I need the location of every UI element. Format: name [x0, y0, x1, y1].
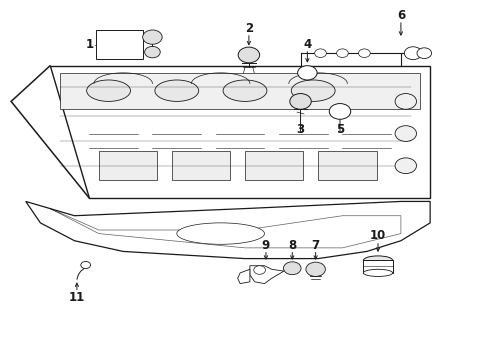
Ellipse shape	[291, 80, 335, 102]
Ellipse shape	[364, 269, 392, 276]
Text: 2: 2	[245, 22, 253, 35]
Ellipse shape	[223, 80, 267, 102]
Circle shape	[297, 66, 317, 80]
Circle shape	[238, 47, 260, 63]
Text: 5: 5	[336, 123, 344, 136]
Bar	[99, 152, 157, 180]
Text: 6: 6	[397, 9, 405, 22]
Ellipse shape	[155, 80, 199, 102]
FancyBboxPatch shape	[97, 30, 143, 59]
Ellipse shape	[177, 223, 265, 244]
Polygon shape	[238, 269, 250, 284]
Text: 3: 3	[296, 123, 305, 136]
Bar	[172, 152, 230, 180]
Circle shape	[145, 46, 160, 58]
Circle shape	[395, 94, 416, 109]
Polygon shape	[26, 202, 430, 258]
Text: 4: 4	[303, 38, 312, 51]
Polygon shape	[50, 66, 430, 198]
Circle shape	[290, 94, 311, 109]
Text: 11: 11	[69, 291, 85, 304]
Bar	[364, 260, 392, 273]
Polygon shape	[60, 73, 420, 109]
Circle shape	[315, 49, 326, 58]
Circle shape	[143, 30, 162, 44]
Circle shape	[337, 49, 348, 58]
Text: 10: 10	[370, 229, 386, 242]
Bar	[245, 152, 303, 180]
Circle shape	[404, 47, 422, 60]
Text: 8: 8	[288, 239, 296, 252]
Circle shape	[306, 262, 325, 276]
Text: 7: 7	[312, 239, 319, 252]
Circle shape	[395, 126, 416, 141]
Circle shape	[284, 262, 301, 275]
Text: 1: 1	[86, 39, 94, 51]
Circle shape	[329, 104, 351, 119]
Bar	[318, 152, 376, 180]
Ellipse shape	[364, 256, 392, 265]
Circle shape	[81, 261, 91, 269]
Polygon shape	[250, 266, 284, 284]
Circle shape	[395, 158, 416, 174]
Circle shape	[254, 266, 266, 274]
Circle shape	[359, 49, 370, 58]
Text: 9: 9	[262, 239, 270, 252]
Ellipse shape	[87, 80, 130, 102]
Circle shape	[417, 48, 432, 59]
